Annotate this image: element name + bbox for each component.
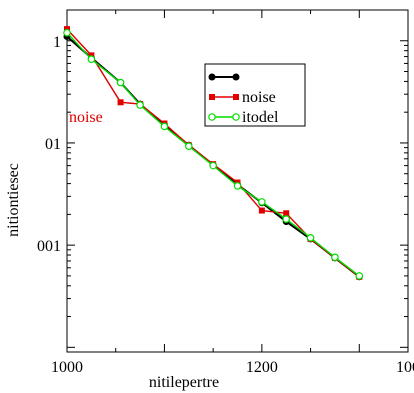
data-point xyxy=(184,142,193,150)
legend: noise itodel xyxy=(204,63,306,127)
y-tick-label: 1 xyxy=(53,34,61,51)
data-point xyxy=(116,78,125,87)
data-point xyxy=(331,253,339,262)
data-point xyxy=(258,207,265,214)
data-point xyxy=(209,161,217,170)
legend-marker xyxy=(208,73,216,81)
y-tick-label: 001 xyxy=(37,238,61,255)
data-point xyxy=(283,210,290,217)
legend-marker xyxy=(232,73,240,81)
annotation-text: noise xyxy=(69,109,103,126)
data-point xyxy=(233,182,242,190)
y-axis-ticks: 1 01 001 xyxy=(37,9,408,353)
data-point xyxy=(87,55,96,64)
x-tick-label: 100 xyxy=(396,359,414,376)
series-layer xyxy=(63,26,364,281)
x-tick-label: 1000 xyxy=(51,359,83,376)
data-point xyxy=(63,28,71,37)
data-point xyxy=(258,198,266,206)
series-itodel xyxy=(63,28,364,280)
data-point xyxy=(88,52,95,59)
data-point xyxy=(355,272,364,280)
data-point xyxy=(160,122,169,131)
legend-marker xyxy=(232,113,240,121)
y-tick-label: 01 xyxy=(45,136,61,153)
legend-label: itodel xyxy=(242,109,279,126)
data-point xyxy=(282,215,291,223)
data-point xyxy=(306,233,315,242)
x-axis-ticks: 1000 1200 100 xyxy=(51,10,414,376)
plot-frame xyxy=(66,9,409,353)
legend-box xyxy=(204,63,306,127)
legend-marker xyxy=(233,94,239,100)
x-axis-title: nitilepertre xyxy=(149,374,219,391)
x-tick-label: 1200 xyxy=(246,359,278,376)
legend-marker xyxy=(209,94,215,100)
legend-label: noise xyxy=(242,89,276,106)
annotations: noise xyxy=(69,109,103,126)
data-point xyxy=(117,99,124,106)
legend-marker xyxy=(208,113,216,121)
data-point xyxy=(136,101,144,109)
y-axis-title: nitiontiesec xyxy=(5,163,22,237)
